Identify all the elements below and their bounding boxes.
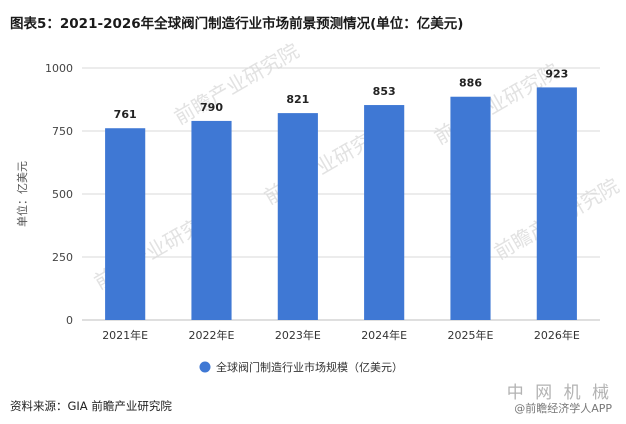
bar — [536, 87, 577, 321]
legend: 全球阀门制造行业市场规模（亿美元） — [199, 360, 403, 374]
x-tick-label: 2026年E — [534, 328, 580, 342]
chart-title: 图表5：2021-2026年全球阀门制造行业市场前景预测情况(单位：亿美元) — [10, 16, 464, 32]
bar — [450, 96, 491, 320]
data-labels: 761 790 821 853 886 923 — [114, 67, 569, 121]
bar — [191, 120, 232, 320]
watermark-brand-text: 中 网 机 械 — [506, 383, 612, 403]
x-tick-label: 2021年E — [102, 328, 148, 342]
y-axis-label: 单位：亿美元 — [15, 161, 29, 227]
x-axis-ticks: 2021年E 2022年E 2023年E 2024年E 2025年E 2026年E — [102, 328, 580, 342]
source-note: 资料来源：GIA 前瞻产业研究院 — [10, 399, 172, 413]
x-tick-label: 2023年E — [275, 328, 321, 342]
y-tick-label: 1000 — [45, 62, 73, 75]
data-label: 761 — [114, 108, 137, 121]
gridlines — [82, 67, 600, 321]
watermark-app-text: @前瞻经济学人APP — [514, 402, 612, 415]
legend-marker — [199, 361, 211, 373]
legend-label: 全球阀门制造行业市场规模（亿美元） — [216, 360, 403, 374]
watermark-bottom-right: 中 网 机 械 @前瞻经济学人APP — [506, 383, 612, 416]
bars — [105, 87, 577, 321]
x-tick-label: 2024年E — [361, 328, 407, 342]
data-label: 790 — [200, 101, 223, 114]
data-label: 923 — [545, 67, 568, 80]
x-tick-label: 2025年E — [448, 328, 494, 342]
y-tick-label: 0 — [66, 314, 73, 327]
bar — [364, 105, 405, 320]
data-label: 886 — [459, 77, 482, 90]
y-axis-ticks: 0 250 500 750 1000 — [45, 62, 73, 327]
bar — [277, 113, 318, 320]
y-tick-label: 500 — [52, 188, 73, 201]
data-label: 853 — [373, 85, 396, 98]
bar — [105, 128, 146, 320]
y-tick-label: 250 — [52, 251, 73, 264]
y-tick-label: 750 — [52, 125, 73, 138]
x-tick-label: 2022年E — [189, 328, 235, 342]
data-label: 821 — [286, 93, 309, 106]
